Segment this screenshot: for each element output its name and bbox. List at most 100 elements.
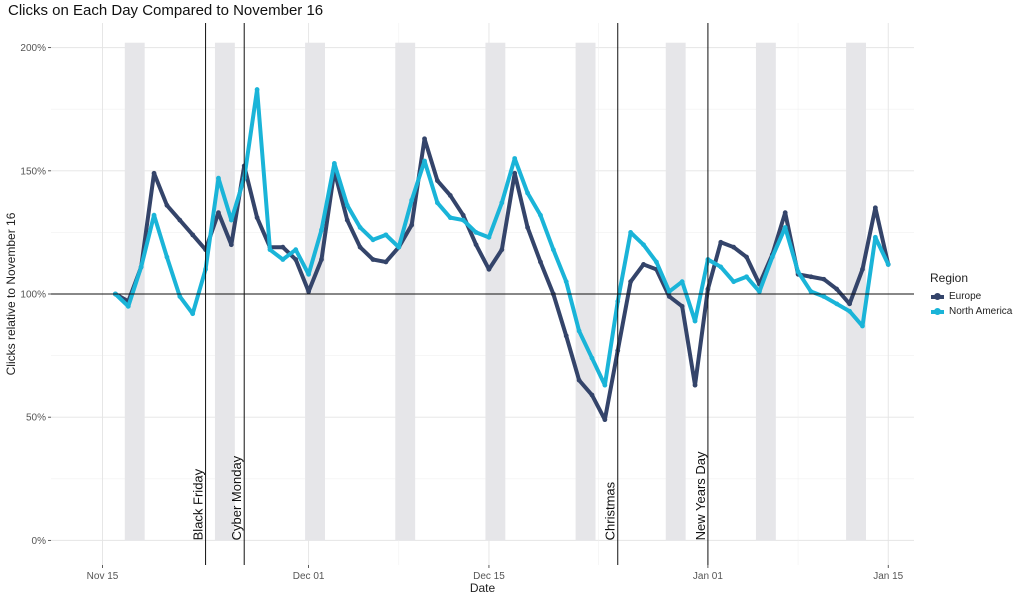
point-north-america	[138, 264, 144, 270]
y-axis-title: Clicks relative to November 16	[4, 212, 18, 375]
point-north-america	[164, 254, 170, 260]
point-north-america	[331, 161, 337, 166]
point-europe	[538, 259, 543, 265]
point-europe	[370, 257, 376, 262]
point-europe	[744, 254, 749, 260]
point-north-america	[550, 247, 556, 253]
point-north-america	[525, 190, 530, 196]
point-europe	[731, 244, 737, 250]
point-north-america	[679, 279, 685, 285]
point-north-america	[795, 269, 801, 275]
point-europe	[280, 244, 286, 250]
point-north-america	[216, 175, 221, 181]
point-north-america	[538, 212, 543, 218]
point-north-america	[692, 318, 698, 324]
point-north-america	[319, 227, 324, 233]
point-north-america	[306, 271, 312, 277]
point-europe	[228, 242, 234, 248]
point-europe	[177, 217, 183, 223]
point-north-america	[422, 158, 427, 164]
point-europe	[486, 266, 492, 272]
point-europe	[306, 289, 312, 294]
point-north-america	[628, 230, 634, 235]
weekend-band	[755, 42, 776, 541]
point-europe	[409, 222, 415, 228]
point-north-america	[718, 264, 724, 270]
x-tick-label: Dec 01	[293, 571, 325, 582]
point-north-america	[473, 230, 479, 235]
point-europe	[190, 232, 196, 238]
point-north-america	[744, 274, 749, 280]
point-europe	[821, 276, 827, 282]
event-label-cyber-monday: Cyber Monday	[229, 455, 244, 540]
point-north-america	[344, 202, 350, 208]
point-europe	[383, 259, 389, 265]
x-axis-title: Date	[470, 581, 496, 595]
point-north-america	[280, 257, 286, 262]
point-europe	[718, 239, 724, 245]
weekend-band	[575, 42, 596, 541]
legend-title: Region	[930, 271, 969, 285]
point-europe	[344, 217, 350, 223]
point-north-america	[357, 225, 363, 230]
point-north-america	[860, 323, 865, 329]
weekend-band	[305, 42, 325, 541]
point-europe	[834, 286, 840, 292]
point-europe	[164, 202, 170, 208]
point-north-america	[254, 87, 260, 92]
point-north-america	[190, 311, 196, 317]
y-tick-label: 150%	[20, 166, 46, 177]
point-europe	[641, 262, 646, 267]
point-europe	[576, 377, 582, 383]
point-north-america	[847, 308, 852, 314]
point-europe	[666, 294, 672, 299]
point-north-america	[267, 247, 273, 253]
point-north-america	[602, 382, 608, 388]
point-europe	[435, 178, 440, 184]
point-europe	[602, 417, 608, 423]
point-north-america	[486, 234, 492, 240]
point-north-america	[808, 289, 814, 294]
y-tick-label: 50%	[26, 413, 46, 424]
point-europe	[563, 333, 569, 339]
point-north-america	[563, 279, 569, 285]
point-north-america	[666, 289, 672, 294]
point-europe	[628, 279, 634, 285]
point-north-america	[151, 212, 157, 218]
event-label-new-years-day: New Years Day	[693, 451, 708, 540]
point-europe	[499, 247, 505, 253]
point-north-america	[576, 328, 582, 334]
legend-label-europe: Europe	[949, 291, 982, 302]
legend: Region Europe North America	[930, 271, 1012, 319]
point-europe	[860, 266, 865, 272]
point-europe	[808, 274, 814, 280]
point-europe	[357, 244, 363, 250]
point-europe	[216, 210, 221, 216]
chart-title: Clicks on Each Day Compared to November …	[8, 2, 324, 19]
point-north-america	[834, 301, 840, 307]
point-europe	[319, 257, 324, 262]
weekend-band	[395, 42, 416, 541]
point-north-america	[885, 262, 891, 267]
x-tick-label: Dec 15	[473, 571, 505, 582]
weekend-band	[665, 42, 686, 541]
point-europe	[679, 303, 685, 309]
point-north-america	[293, 247, 299, 253]
point-north-america	[653, 259, 659, 265]
point-north-america	[125, 303, 131, 309]
event-label-christmas: Christmas	[603, 481, 618, 540]
point-north-america	[731, 279, 737, 285]
x-tick-label: Jan 15	[873, 571, 903, 582]
point-north-america	[641, 242, 646, 248]
point-europe	[447, 193, 453, 198]
point-north-america	[512, 156, 518, 161]
point-europe	[293, 257, 299, 262]
y-tick-label: 200%	[20, 43, 46, 54]
point-europe	[422, 136, 427, 142]
point-north-america	[499, 200, 505, 206]
point-north-america	[177, 294, 183, 299]
point-north-america	[409, 197, 415, 203]
point-north-america	[872, 234, 878, 240]
legend-item-europe: Europe	[930, 289, 1012, 304]
point-north-america	[228, 217, 234, 223]
